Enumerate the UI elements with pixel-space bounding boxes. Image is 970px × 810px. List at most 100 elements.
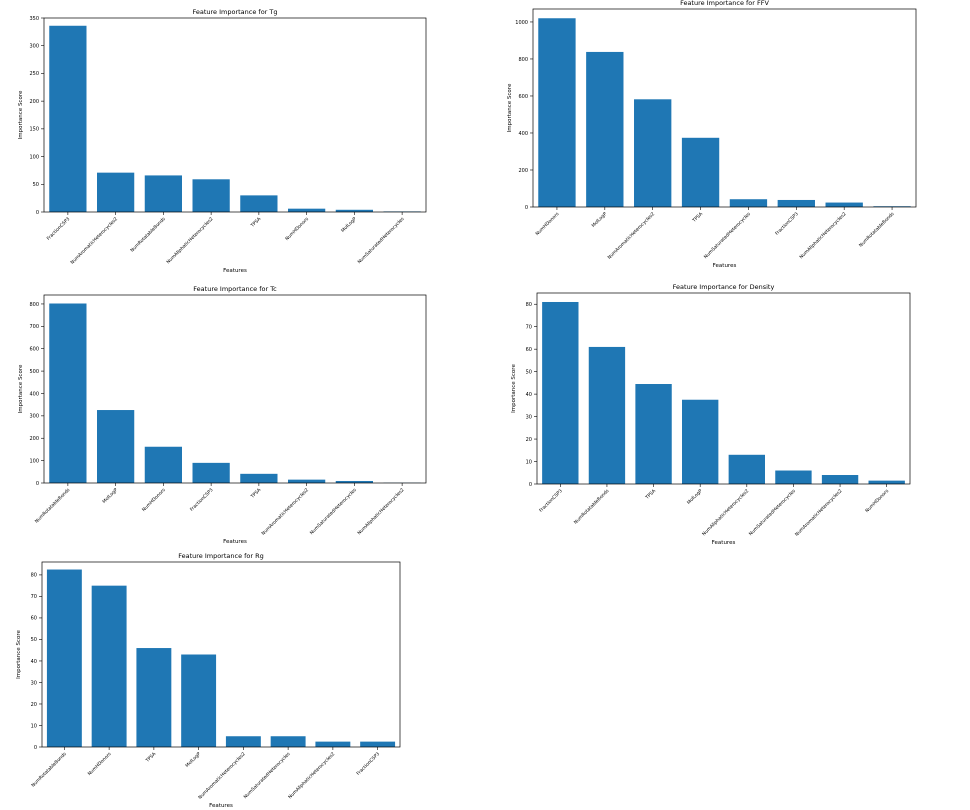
chart-2: Feature Importance for Tc 0 100 200 300 400 50…: [18, 285, 427, 545]
x-tick-label: NumAliphaticHeterocycles2: [701, 488, 750, 537]
x-tick-label: FractionCSP3: [355, 751, 381, 777]
bar-NumRotatableBonds: [873, 206, 911, 207]
bar-TPSA: [681, 137, 720, 207]
bar-NumHDonors: [538, 18, 576, 208]
y-tick-label: 1000: [515, 20, 528, 26]
bar-NumHDonors: [288, 208, 326, 212]
chart-3: Feature Importance for Density 0 10 20 30 40 5…: [511, 283, 911, 546]
y-tick-label: 200: [29, 436, 39, 442]
x-tick-label: NumAliphaticHeterocycles2: [356, 487, 405, 536]
x-tick-label: FractionCSP3: [774, 211, 800, 237]
x-tick-label: NumHDonors: [864, 488, 890, 514]
x-axis-label: Features: [223, 268, 247, 274]
chart-4: Feature Importance for Rg 0 10 20 30 40 50 60 70…: [16, 552, 401, 809]
x-tick-label: MolLogP: [101, 487, 119, 505]
x-axis-label: Features: [223, 539, 247, 545]
x-tick-label: MolLogP: [686, 488, 704, 506]
y-tick-label: 20: [31, 702, 37, 708]
bar-NumSaturatedHeterocycles: [775, 470, 812, 484]
x-tick-label: NumSaturatedHeterocycles: [703, 211, 752, 260]
x-tick-label: MolLogP: [340, 216, 358, 234]
bar-TPSA: [240, 473, 278, 483]
y-tick-label: 300: [29, 414, 39, 420]
y-tick-label: 10: [526, 459, 532, 465]
y-tick-label: 200: [518, 168, 528, 174]
y-tick-label: 500: [29, 369, 39, 375]
x-tick-label: NumHDonors: [87, 751, 113, 777]
y-tick-label: 150: [29, 127, 39, 133]
bar-FractionCSP3: [360, 741, 396, 747]
y-axis-label: Importance Score: [511, 364, 517, 413]
x-tick-label: TPSA: [644, 488, 658, 502]
bar-NumRotatableBonds: [144, 175, 182, 212]
y-tick-label: 400: [29, 391, 39, 397]
chart-1: Feature Importance for FFV 0 200 400 600 800 1…: [507, 0, 917, 269]
chart-title: Feature Importance for Density: [673, 283, 775, 291]
x-tick-label: NumAromaticHeterocycles2: [260, 487, 310, 537]
bar-NumRotatableBonds: [588, 346, 626, 484]
y-tick-label: 50: [33, 182, 39, 188]
x-tick-label: MolLogP: [591, 211, 609, 229]
bar-FractionCSP3: [192, 462, 230, 483]
x-tick-label: NumAromaticHeterocycles2: [197, 751, 247, 801]
x-tick-label: NumRotatableBonds: [858, 211, 896, 249]
y-tick-label: 50: [526, 369, 532, 375]
y-axis-label: Importance Score: [16, 630, 22, 679]
x-tick-label: NumRotatableBonds: [129, 216, 167, 254]
x-tick-label: NumSaturatedHeterocycles: [243, 751, 292, 800]
y-tick-label: 700: [29, 324, 39, 330]
plot-frame: [41, 561, 401, 748]
bar-FractionCSP3: [542, 301, 579, 484]
y-tick-label: 0: [529, 482, 532, 488]
x-tick-label: NumSaturatedHeterocycles: [309, 487, 358, 536]
x-tick-label: NumAliphaticHeterocycles2: [287, 751, 336, 800]
x-tick-label: NumSaturatedHeterocycles: [748, 488, 797, 537]
x-axis-label: Features: [209, 803, 233, 809]
x-tick-label: NumSaturatedHeterocycles: [357, 216, 406, 265]
bar-FractionCSP3: [777, 199, 815, 207]
bar-NumAromaticHeterocycles2: [634, 99, 672, 207]
x-axis-label: Features: [713, 263, 737, 269]
y-tick-label: 350: [29, 16, 39, 22]
x-tick-label: TPSA: [249, 487, 263, 501]
x-axis-label: Features: [712, 540, 736, 546]
y-tick-label: 10: [31, 723, 37, 729]
y-tick-label: 200: [29, 99, 39, 105]
x-tick-label: NumAliphaticHeterocycles2: [798, 211, 847, 260]
plot-frame: [43, 294, 427, 484]
x-tick-label: TPSA: [249, 216, 263, 230]
chart-title: Feature Importance for Rg: [178, 552, 264, 560]
bar-NumAromaticHeterocycles2: [821, 475, 859, 484]
bar-NumHDonors: [91, 585, 127, 747]
y-tick-label: 80: [31, 573, 37, 579]
y-tick-label: 600: [518, 94, 528, 100]
y-tick-label: 30: [526, 414, 532, 420]
y-tick-label: 60: [526, 347, 532, 353]
chart-title: Feature Importance for FFV: [680, 0, 769, 7]
y-tick-label: 0: [36, 210, 39, 216]
x-tick-label: NumAromaticHeterocycles2: [69, 216, 119, 266]
y-tick-label: 600: [29, 347, 39, 353]
y-tick-label: 0: [34, 745, 37, 751]
y-axis-label: Importance Score: [507, 83, 513, 132]
bar-NumAromaticHeterocycles2: [288, 479, 326, 483]
bar-NumRotatableBonds: [49, 303, 87, 483]
x-tick-label: NumRotatableBonds: [573, 488, 611, 526]
plot-frame: [532, 8, 917, 208]
bar-FractionCSP3: [49, 25, 87, 213]
bar-MolLogP: [181, 654, 217, 747]
chart-0: Feature Importance for Tg 0 50 100 150 200 250…: [18, 8, 427, 274]
chart-title: Feature Importance for Tg: [192, 8, 277, 16]
y-tick-label: 20: [526, 437, 532, 443]
bar-TPSA: [136, 648, 172, 747]
x-tick-label: NumHDonors: [534, 211, 560, 237]
chart-title: Feature Importance for Tc: [193, 285, 277, 293]
bar-TPSA: [635, 384, 672, 484]
bar-NumSaturatedHeterocycles: [270, 736, 306, 747]
x-tick-label: FractionCSP3: [189, 487, 215, 513]
bar-NumRotatableBonds: [46, 569, 82, 747]
bar-NumAliphaticHeterocycles2: [728, 454, 765, 484]
y-tick-label: 800: [518, 57, 528, 63]
bar-NumSaturatedHeterocycles: [335, 480, 373, 483]
x-tick-label: NumHDonors: [284, 216, 310, 242]
